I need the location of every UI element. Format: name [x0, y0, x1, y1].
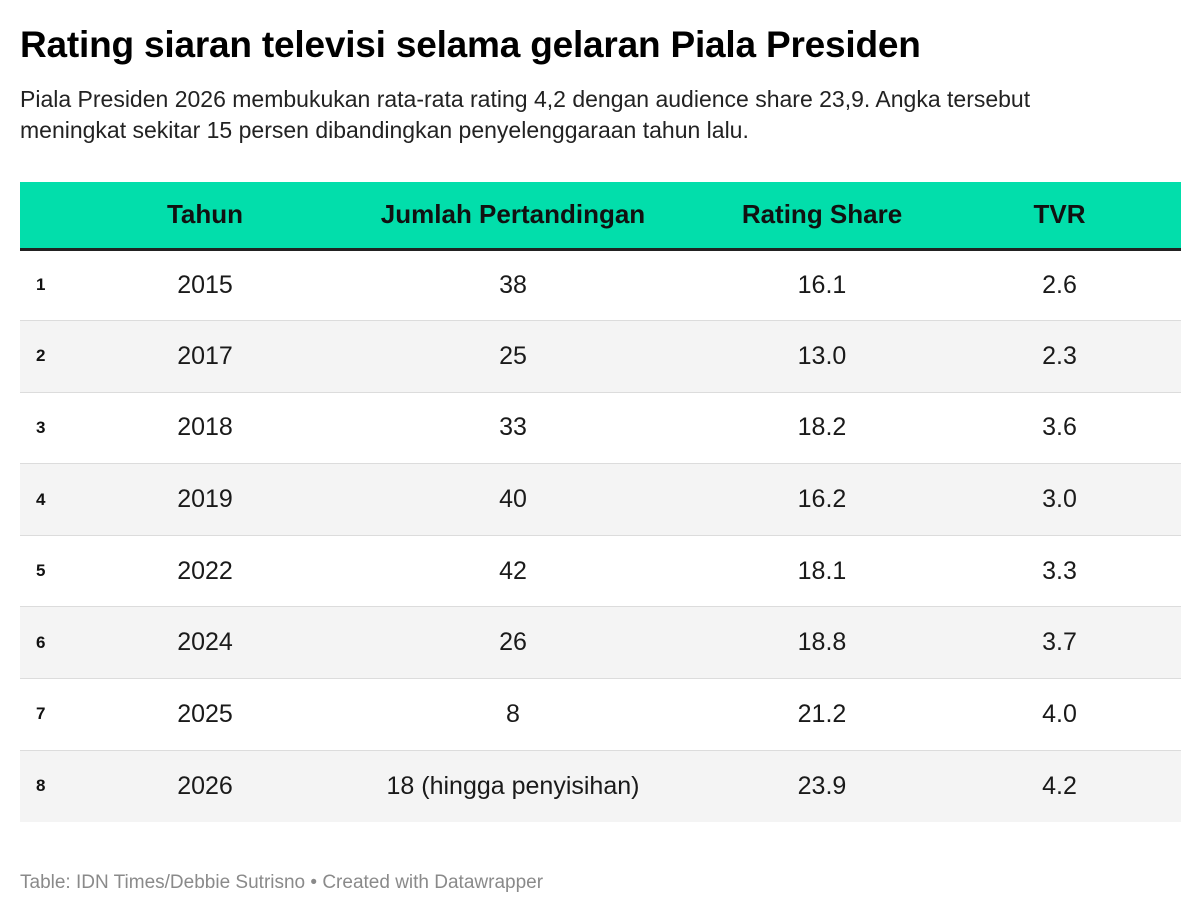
data-table: Tahun Jumlah Pertandingan Rating Share T… — [20, 182, 1181, 822]
table-row: 8 2026 18 (hingga penyisihan) 23.9 4.2 — [20, 750, 1181, 822]
source-credit: Table: IDN Times/Debbie Sutrisno • Creat… — [20, 872, 544, 893]
table-header-row: Tahun Jumlah Pertandingan Rating Share T… — [20, 182, 1181, 251]
cell-jumlah-pertandingan: 33 — [499, 413, 527, 442]
header-cell-tvr: TVR — [938, 182, 1181, 251]
cell-tvr: 3.7 — [1042, 628, 1077, 657]
cell-rating-share: 23.9 — [797, 771, 847, 800]
header-cell-jumlah-pertandingan: Jumlah Pertandingan — [320, 182, 706, 251]
cell-jumlah-pertandingan: 40 — [499, 485, 527, 514]
cell-tvr: 3.6 — [1042, 413, 1077, 442]
row-index: 2 — [36, 346, 46, 366]
cell-tahun: 2025 — [177, 699, 233, 728]
cell-jumlah-pertandingan: 42 — [499, 556, 527, 585]
row-index: 6 — [36, 632, 46, 652]
cell-rating-share: 13.0 — [797, 341, 847, 370]
row-index: 5 — [36, 561, 46, 581]
cell-tahun: 2026 — [177, 771, 233, 800]
cell-tahun: 2024 — [177, 628, 233, 657]
table-body: 1 2015 38 16.1 2.6 2 2017 25 13.0 2.3 3 2018 33 18.2 3… — [20, 249, 1181, 822]
header-cell-tahun: Tahun — [90, 182, 320, 251]
cell-rating-share: 21.2 — [797, 699, 847, 728]
chart-title: Rating siaran televisi selama gelaran Pi… — [20, 24, 921, 65]
cell-jumlah-pertandingan: 38 — [499, 270, 527, 299]
table-row: 6 2024 26 18.8 3.7 — [20, 606, 1181, 679]
cell-jumlah-pertandingan: 25 — [499, 341, 527, 370]
cell-tvr: 4.0 — [1042, 699, 1077, 728]
table-row: 3 2018 33 18.2 3.6 — [20, 392, 1181, 464]
row-index: 1 — [36, 275, 46, 295]
cell-rating-share: 16.2 — [797, 485, 847, 514]
cell-rating-share: 18.8 — [797, 628, 847, 657]
cell-tvr: 2.6 — [1042, 270, 1077, 299]
cell-tahun: 2017 — [177, 341, 233, 370]
row-index: 3 — [36, 417, 46, 437]
header-cell-index — [20, 182, 90, 251]
cell-tvr: 3.3 — [1042, 556, 1077, 585]
row-index: 7 — [36, 704, 46, 724]
row-index: 4 — [36, 489, 46, 509]
table-row: 4 2019 40 16.2 3.0 — [20, 463, 1181, 536]
cell-tahun: 2018 — [177, 413, 233, 442]
cell-tahun: 2015 — [177, 270, 233, 299]
chart-subtitle: Piala Presiden 2026 membukukan rata-rata… — [20, 86, 1031, 143]
row-index: 8 — [36, 776, 46, 796]
table-row: 5 2022 42 18.1 3.3 — [20, 535, 1181, 607]
cell-jumlah-pertandingan: 18 (hingga penyisihan) — [386, 771, 640, 800]
cell-rating-share: 16.1 — [797, 270, 847, 299]
header-cell-rating-share: Rating Share — [706, 182, 938, 251]
cell-tvr: 4.2 — [1042, 771, 1077, 800]
chart-container: Rating siaran televisi selama gelaran Pi… — [20, 0, 1181, 822]
cell-rating-share: 18.2 — [797, 413, 847, 442]
cell-tvr: 3.0 — [1042, 485, 1077, 514]
cell-jumlah-pertandingan: 8 — [506, 699, 520, 728]
table-row: 7 2025 8 21.2 4.0 — [20, 679, 1181, 751]
table-row: 2 2017 25 13.0 2.3 — [20, 320, 1181, 393]
cell-tahun: 2019 — [177, 485, 233, 514]
cell-tvr: 2.3 — [1042, 341, 1077, 370]
cell-tahun: 2022 — [177, 556, 233, 585]
cell-rating-share: 18.1 — [797, 556, 847, 585]
cell-jumlah-pertandingan: 26 — [499, 628, 527, 657]
table-row: 1 2015 38 16.1 2.6 — [20, 249, 1181, 321]
